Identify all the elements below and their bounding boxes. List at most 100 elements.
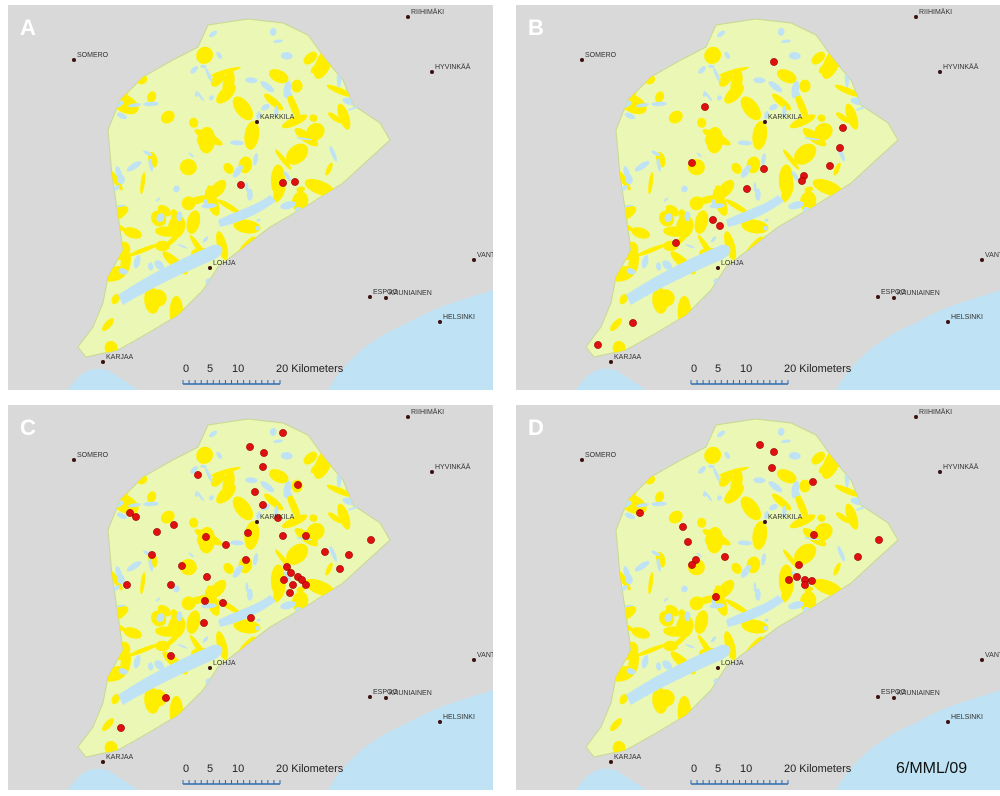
lake <box>200 64 207 69</box>
scale-label: 0 <box>691 363 697 375</box>
lake <box>761 553 767 566</box>
habitat-patch <box>325 562 333 576</box>
habitat-patch <box>111 293 120 305</box>
habitat-patch <box>697 117 707 128</box>
town-dot <box>580 458 584 462</box>
lake <box>208 95 214 101</box>
habitat-patch <box>223 562 234 574</box>
habitat-patch <box>781 580 794 603</box>
observation <box>279 179 287 187</box>
town-dot <box>72 58 76 62</box>
lake <box>202 636 209 643</box>
observation <box>336 565 344 573</box>
habitat-patch <box>799 191 817 212</box>
observation <box>793 573 801 581</box>
observation <box>279 532 287 540</box>
scale-label: 5 <box>715 763 721 775</box>
habitat-patch <box>155 240 171 252</box>
observation <box>251 488 259 496</box>
lake <box>116 174 125 185</box>
habitat-patch <box>635 243 667 257</box>
lake <box>634 161 650 172</box>
habitat-patch <box>694 210 709 234</box>
lake <box>112 185 121 192</box>
habitat-patch <box>789 514 816 529</box>
lake <box>246 588 253 601</box>
habitat-patch <box>689 196 704 211</box>
town-dot <box>580 58 584 62</box>
lake <box>708 464 715 469</box>
lake <box>641 655 649 669</box>
observation <box>132 513 140 521</box>
habitat-patch <box>834 484 861 497</box>
habitat-patch <box>244 120 260 150</box>
lake <box>716 495 722 501</box>
habitat-patch <box>782 149 800 170</box>
lake <box>280 52 293 60</box>
habitat-patch <box>794 491 809 522</box>
lake <box>664 613 673 623</box>
lake <box>126 561 142 572</box>
lake <box>724 451 731 460</box>
town-label: HYVINKÄÄ <box>943 63 979 71</box>
town-label: ESPOO <box>881 289 906 296</box>
town-label: KARKKILA <box>768 114 803 121</box>
scale-label: 20 Kilometers <box>276 763 344 775</box>
observation <box>201 597 209 605</box>
town-dot <box>438 320 442 324</box>
town-label: KARKKILA <box>260 514 295 521</box>
habitat-patch <box>179 158 197 176</box>
habitat-patch <box>160 110 175 124</box>
habitat-patch <box>263 93 284 111</box>
town-dot <box>938 470 942 474</box>
lake <box>208 495 214 501</box>
lake <box>684 611 691 622</box>
habitat-patch <box>210 466 241 477</box>
lake <box>116 112 128 120</box>
observation <box>345 551 353 559</box>
lake <box>684 211 691 222</box>
observation <box>701 103 709 111</box>
habitat-patch <box>740 496 762 521</box>
town-label: RIIHIMÄKI <box>411 8 444 16</box>
scale-label: 10 <box>232 363 244 375</box>
habitat-patch <box>741 219 769 234</box>
habitat-patch <box>286 143 309 165</box>
lake <box>188 152 194 158</box>
lake <box>195 90 205 102</box>
habitat-patch <box>232 96 254 121</box>
observation <box>785 576 793 584</box>
lake <box>232 565 243 578</box>
lake <box>716 95 722 101</box>
town-label: KAUNIAINEN <box>389 290 432 297</box>
habitat-patch <box>244 520 260 550</box>
lake <box>710 636 717 643</box>
lake <box>148 662 154 671</box>
lake <box>205 467 213 483</box>
lake <box>703 90 713 102</box>
lake <box>260 81 275 93</box>
lake <box>176 611 183 622</box>
habitat-patch <box>731 162 742 174</box>
lake <box>148 157 154 172</box>
lake <box>764 618 769 622</box>
scale-label: 20 Kilometers <box>784 363 852 375</box>
lake <box>154 260 165 270</box>
lake <box>118 244 223 305</box>
town-label: HYVINKÄÄ <box>943 463 979 471</box>
town-label: KARJAA <box>106 354 134 361</box>
lake <box>283 571 291 581</box>
lake <box>769 503 778 511</box>
habitat-patch <box>718 66 749 77</box>
scale-label: 5 <box>715 363 721 375</box>
town-dot <box>914 415 918 419</box>
lake <box>651 550 661 557</box>
observation <box>202 533 210 541</box>
lake <box>696 552 702 558</box>
observation <box>629 319 637 327</box>
lake <box>781 39 791 43</box>
habitat-patch <box>663 626 687 637</box>
habitat-patch <box>309 514 318 522</box>
town-dot <box>368 295 372 299</box>
habitat-patch <box>689 596 704 611</box>
